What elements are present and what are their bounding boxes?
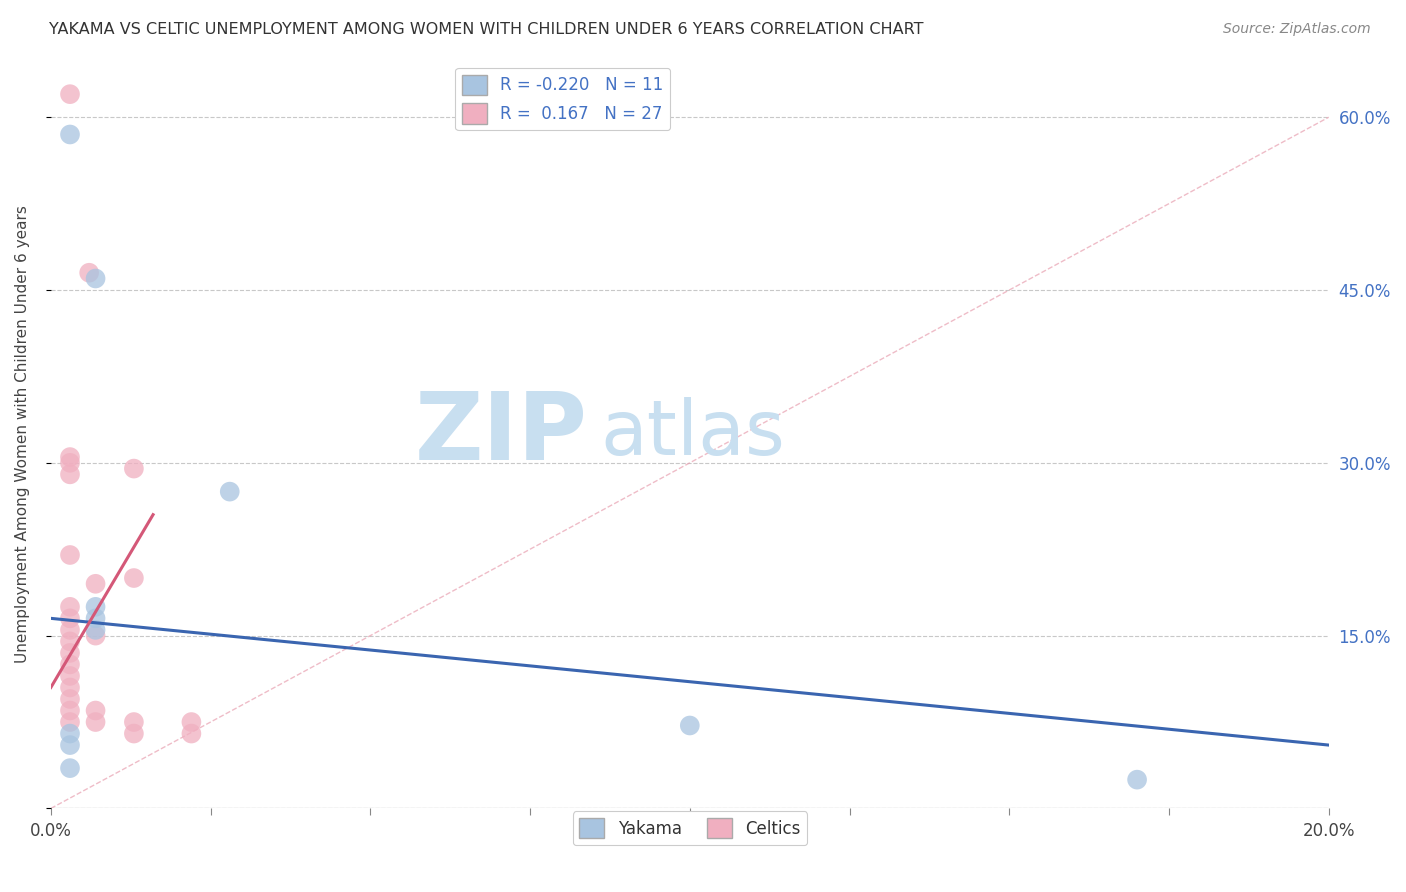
Point: [84, 611, 107, 625]
Point: [84, 599, 107, 614]
Point: [84, 629, 107, 643]
Point: [59, 657, 82, 672]
Point: [84, 704, 107, 718]
Legend: Yakama, Celtics: Yakama, Celtics: [572, 812, 807, 845]
Point: [679, 718, 702, 732]
Point: [122, 714, 145, 729]
Point: [84, 714, 107, 729]
Point: [59, 738, 82, 752]
Y-axis label: Unemployment Among Women with Children Under 6 years: Unemployment Among Women with Children U…: [15, 205, 30, 663]
Point: [59, 634, 82, 648]
Point: [59, 467, 82, 482]
Point: [180, 726, 202, 740]
Point: [59, 704, 82, 718]
Point: [59, 450, 82, 464]
Point: [59, 761, 82, 775]
Point: [59, 611, 82, 625]
Text: ZIP: ZIP: [415, 388, 588, 480]
Text: atlas: atlas: [600, 397, 785, 471]
Point: [59, 681, 82, 695]
Point: [59, 646, 82, 660]
Point: [59, 726, 82, 740]
Point: [218, 484, 240, 499]
Point: [84, 271, 107, 285]
Point: [59, 599, 82, 614]
Point: [59, 623, 82, 637]
Point: [122, 571, 145, 585]
Point: [59, 548, 82, 562]
Point: [77, 266, 100, 280]
Point: [59, 128, 82, 142]
Point: [122, 726, 145, 740]
Point: [1126, 772, 1149, 787]
Point: [84, 623, 107, 637]
Point: [59, 714, 82, 729]
Point: [59, 669, 82, 683]
Point: [59, 692, 82, 706]
Text: Source: ZipAtlas.com: Source: ZipAtlas.com: [1223, 22, 1371, 37]
Point: [180, 714, 202, 729]
Point: [84, 576, 107, 591]
Point: [59, 87, 82, 102]
Text: YAKAMA VS CELTIC UNEMPLOYMENT AMONG WOMEN WITH CHILDREN UNDER 6 YEARS CORRELATIO: YAKAMA VS CELTIC UNEMPLOYMENT AMONG WOME…: [49, 22, 924, 37]
Point: [59, 456, 82, 470]
Point: [122, 461, 145, 475]
